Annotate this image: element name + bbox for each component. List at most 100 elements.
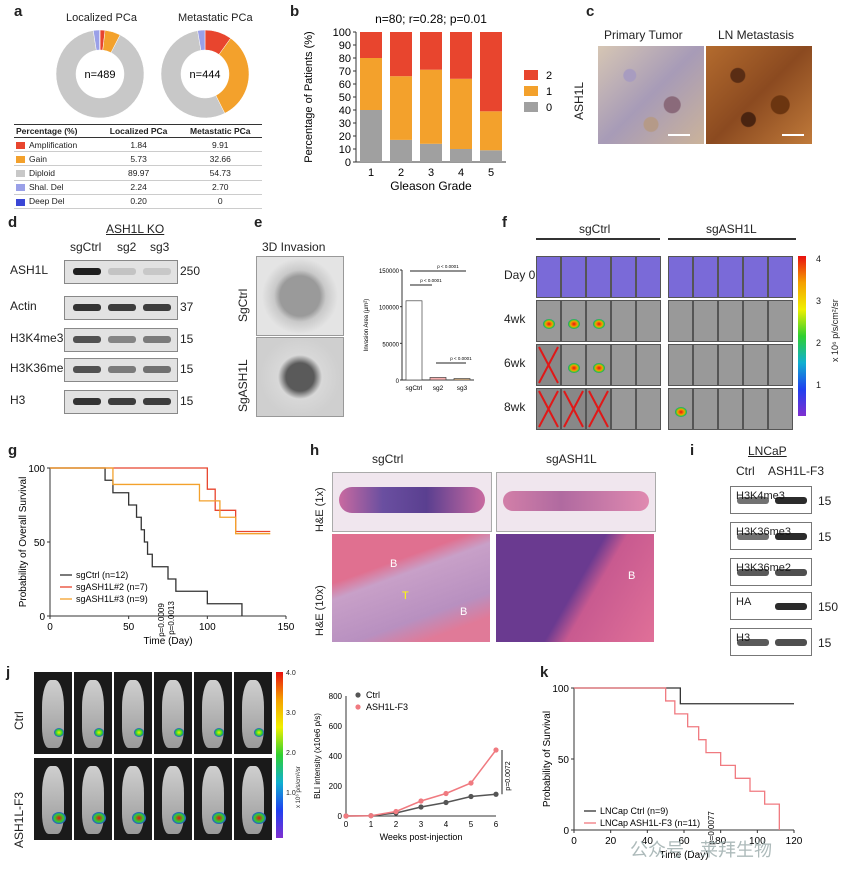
x-tick-label: 80 [715,836,727,847]
colorbar-tick: 3 [816,296,822,306]
x-tick-label: 120 [786,836,803,847]
bli-mouse-image [718,388,743,430]
invasion-row-label: SgASH1L [236,359,250,412]
blot-band [108,398,136,405]
bli-mouse-image [636,344,661,386]
survival-chart-k: 0 50 100 0 20 40 60 80 100 120 LNCap Ctrl (n=9) LNC… [542,684,803,861]
legend-label: LNCap ASH1L-F3 (n=11) [600,818,700,828]
bar-segment [480,150,502,162]
y-tick-label: 60 [339,79,351,91]
x-tick-label: 20 [605,836,617,847]
he-group-label: sgCtrl [372,452,404,466]
blot-strip [730,558,812,586]
bli-mouse-image [34,672,72,754]
x-tick-label: 0 [571,836,577,847]
x-tick-label: 100 [749,836,766,847]
blot-band [73,304,101,311]
data-point [443,790,449,797]
table-header: Localized PCa [98,124,179,138]
donut-charts: n=489 n=444 [55,29,250,119]
panel-label-j: j [6,664,11,681]
y-tick-label: 0 [39,612,45,623]
bli-mouse-image [536,388,561,430]
blot-band [775,639,807,646]
blot-band [775,497,807,504]
bar [405,300,423,381]
donut-center-localized: n=489 [85,69,116,81]
y-axis-label: Invasion Area (µm²) [364,299,370,351]
data-point [493,791,499,797]
bli-mouse-image [194,758,232,840]
bli-mouse-image [693,388,718,430]
he-group-label: sgASH1L [546,452,597,466]
bli-mouse-image [718,300,743,342]
x-tick-label: 3 [428,167,434,179]
gleason-stacked-bar-chart: n=80; r=0.28; p=0.0101020304050607080901… [303,12,552,193]
x-axis-label: Weeks post-injection [380,832,463,842]
blot-strip [64,260,178,284]
y-tick-label: 0 [345,157,351,169]
data-point [393,808,399,815]
blot-row-label: H3K4me3 [10,331,64,345]
lane-label: Ctrl [736,464,755,478]
panel-label-f: f [502,214,507,231]
colorbar-tick: 3.0 [286,710,296,717]
y-tick-label: 800 [329,692,343,701]
cell-localized: 1.84 [98,137,179,153]
panel-label-k: k [540,664,549,681]
cell-metastatic: 2.70 [178,180,262,195]
x-tick-label: 5 [488,167,494,179]
bar-segment [420,69,442,144]
row-label: Shal. Del [14,180,99,195]
cna-table: Percentage (%) Localized PCa Metastatic … [14,124,262,209]
y-tick-label: 100 [333,27,351,39]
mw-marker: 15 [818,494,832,508]
blot-band [143,336,171,343]
colorbar-tick: 1.0 [286,790,296,797]
blot-band [108,336,136,343]
scale-bar [668,134,690,136]
p-value-label: p < 0.0001 [420,278,442,283]
p-value-label: p=0.0013 [167,601,176,635]
ihc-ln-metastasis-image [706,46,812,144]
blot-band [737,497,769,504]
y-axis-label: Percentage of Patients (%) [303,31,315,162]
x-tick-label: sg3 [457,385,468,392]
x-tick-label: 50 [123,622,135,633]
y-tick-label: 50 [34,538,46,549]
blot-strip [64,390,178,414]
blot-band [775,533,807,540]
y-axis-label: Probability of Overall Survival [18,477,29,608]
panel-label-c: c [586,3,595,20]
x-tick-label: 2 [394,820,399,829]
cell-metastatic: 0 [178,194,262,209]
bli-mouse-image [586,388,611,430]
cell-localized: 5.73 [98,151,179,167]
colorbar-tick: 1 [816,380,822,390]
invasion-row-label: SgCtrl [236,288,250,322]
blot-row-label: ASH1L [10,263,49,277]
data-point [493,747,499,753]
bli-mouse-image [668,344,693,386]
bli-line-chart: 0 200 400 600 800 0 1 2 3 4 5 6 Ctrl ASH1L-F3 Weeks po… [313,690,512,842]
bar-segment [390,32,412,77]
panel-label-i: i [690,442,695,459]
legend-swatch [16,170,25,178]
legend-label: ASH1L-F3 [366,702,408,712]
legend-swatch [524,102,538,112]
row-label: Amplification [14,137,99,153]
bli-mouse-image [154,758,192,840]
data-point [443,799,449,806]
y-tick-label: 70 [339,66,351,78]
row-label: Diploid [14,165,99,181]
survival-curve [574,687,780,830]
panel-label-g: g [8,442,18,459]
y-tick-label: 40 [339,105,351,117]
y-axis-label: Probability of Survival [542,711,553,807]
x-tick-label: 4 [458,167,464,179]
x-tick-label: 1 [368,167,374,179]
donut-slice [99,29,101,51]
bli-mouse-image [611,256,636,298]
legend-swatch [524,70,538,80]
bli-mouse-image [536,300,561,342]
